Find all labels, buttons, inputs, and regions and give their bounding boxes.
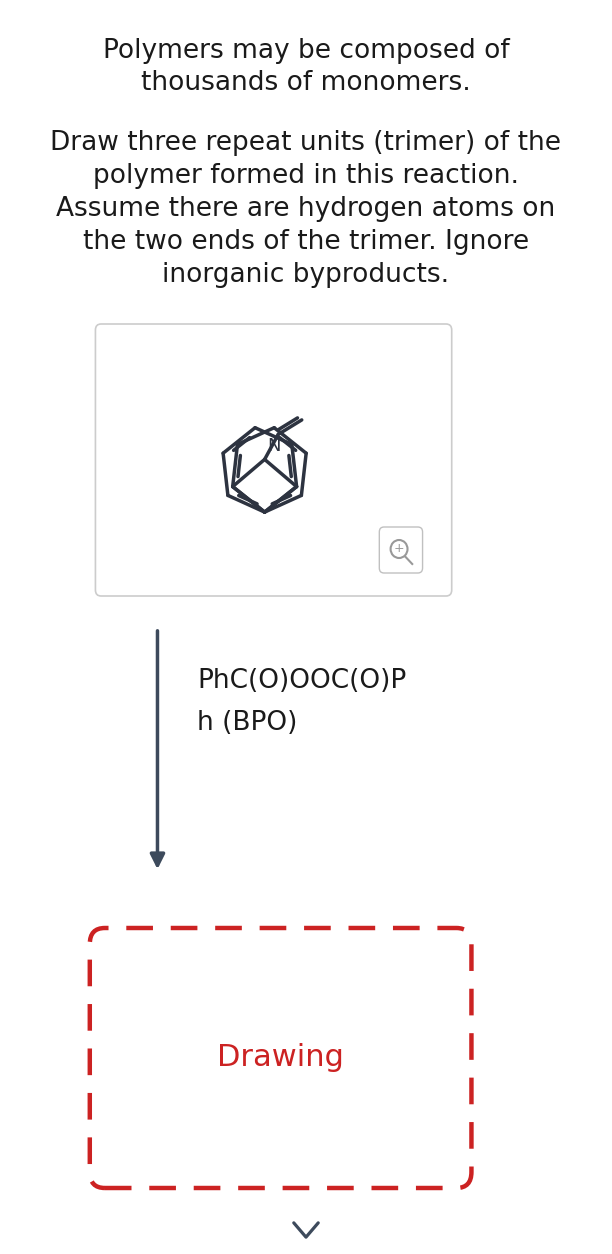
FancyBboxPatch shape: [90, 928, 471, 1188]
Text: Draw three repeat units (trimer) of the: Draw three repeat units (trimer) of the: [51, 130, 561, 155]
Text: the two ends of the trimer. Ignore: the two ends of the trimer. Ignore: [83, 229, 529, 255]
Text: h (BPO): h (BPO): [197, 710, 297, 736]
FancyBboxPatch shape: [379, 527, 422, 573]
Text: thousands of monomers.: thousands of monomers.: [141, 70, 471, 97]
Text: Drawing: Drawing: [217, 1043, 344, 1072]
Text: Polymers may be composed of: Polymers may be composed of: [103, 38, 509, 64]
FancyBboxPatch shape: [95, 324, 452, 596]
Text: inorganic byproducts.: inorganic byproducts.: [162, 262, 450, 288]
Text: polymer formed in this reaction.: polymer formed in this reaction.: [93, 163, 519, 189]
Text: N: N: [267, 438, 281, 455]
Text: +: +: [394, 543, 405, 556]
Text: PhC(O)OOC(O)P: PhC(O)OOC(O)P: [197, 668, 406, 693]
Text: Assume there are hydrogen atoms on: Assume there are hydrogen atoms on: [56, 196, 556, 222]
